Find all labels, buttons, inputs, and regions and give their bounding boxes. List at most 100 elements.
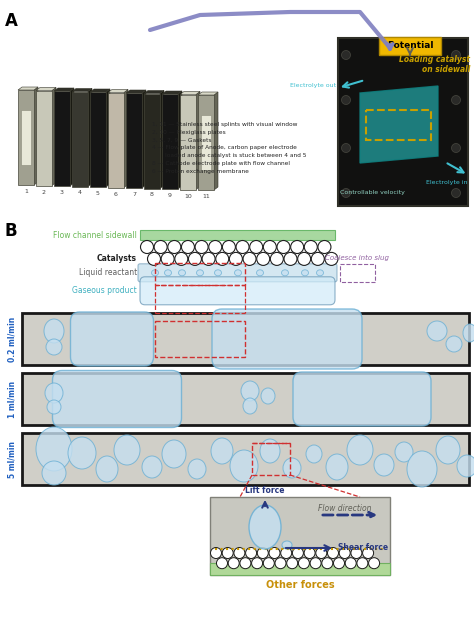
Ellipse shape bbox=[345, 558, 356, 569]
Polygon shape bbox=[126, 90, 146, 93]
Polygon shape bbox=[162, 91, 182, 94]
Ellipse shape bbox=[45, 383, 63, 403]
Ellipse shape bbox=[317, 270, 323, 276]
Ellipse shape bbox=[452, 50, 461, 60]
Text: 10: 10 bbox=[184, 194, 192, 199]
Text: 2: 2 bbox=[42, 189, 46, 194]
Ellipse shape bbox=[222, 547, 233, 559]
Ellipse shape bbox=[287, 558, 298, 569]
Ellipse shape bbox=[275, 558, 286, 569]
Bar bbox=[22, 313, 469, 365]
Polygon shape bbox=[34, 87, 38, 185]
Ellipse shape bbox=[209, 240, 222, 253]
Ellipse shape bbox=[235, 270, 241, 276]
FancyBboxPatch shape bbox=[140, 277, 335, 305]
Ellipse shape bbox=[202, 252, 215, 265]
Ellipse shape bbox=[457, 455, 474, 477]
Text: 8: 8 bbox=[150, 192, 154, 198]
Polygon shape bbox=[162, 94, 178, 189]
Ellipse shape bbox=[179, 270, 185, 276]
Polygon shape bbox=[36, 91, 52, 186]
Ellipse shape bbox=[164, 270, 172, 276]
Text: Electrolyte in: Electrolyte in bbox=[427, 180, 468, 185]
Ellipse shape bbox=[215, 270, 221, 276]
Polygon shape bbox=[88, 89, 92, 187]
Text: Shear force: Shear force bbox=[338, 543, 388, 552]
Bar bbox=[252, 443, 290, 475]
Text: Controllable velocity: Controllable velocity bbox=[340, 190, 405, 195]
Polygon shape bbox=[54, 88, 74, 91]
Text: 11: 11 bbox=[202, 194, 210, 199]
Text: Liquid reactant: Liquid reactant bbox=[79, 269, 137, 277]
Ellipse shape bbox=[281, 547, 292, 559]
Ellipse shape bbox=[264, 240, 276, 253]
Ellipse shape bbox=[277, 240, 290, 253]
Ellipse shape bbox=[114, 435, 140, 465]
Ellipse shape bbox=[282, 541, 292, 549]
Ellipse shape bbox=[216, 252, 229, 265]
Text: B: B bbox=[5, 222, 18, 240]
Text: Flow channel sidewall: Flow channel sidewall bbox=[53, 230, 137, 240]
Polygon shape bbox=[72, 91, 88, 187]
Text: Electrolyte out: Electrolyte out bbox=[290, 82, 336, 87]
Ellipse shape bbox=[46, 339, 62, 355]
FancyBboxPatch shape bbox=[138, 264, 337, 282]
Polygon shape bbox=[36, 87, 56, 91]
Ellipse shape bbox=[241, 381, 259, 401]
Ellipse shape bbox=[260, 439, 280, 463]
Text: 7: 7 bbox=[132, 192, 136, 197]
FancyBboxPatch shape bbox=[212, 309, 362, 369]
Text: 9: 9 bbox=[168, 193, 172, 198]
Ellipse shape bbox=[452, 143, 461, 152]
Polygon shape bbox=[142, 90, 146, 188]
Ellipse shape bbox=[217, 558, 228, 569]
FancyBboxPatch shape bbox=[53, 370, 182, 428]
Text: 3: 3 bbox=[60, 190, 64, 195]
Ellipse shape bbox=[284, 252, 297, 265]
Polygon shape bbox=[180, 94, 196, 189]
FancyBboxPatch shape bbox=[293, 372, 431, 426]
Ellipse shape bbox=[236, 240, 249, 253]
Bar bbox=[155, 321, 245, 357]
Ellipse shape bbox=[341, 189, 350, 198]
Polygon shape bbox=[124, 89, 128, 187]
Ellipse shape bbox=[222, 240, 236, 253]
Ellipse shape bbox=[407, 451, 437, 487]
Bar bbox=[22, 373, 469, 425]
Ellipse shape bbox=[347, 435, 373, 465]
Ellipse shape bbox=[357, 558, 368, 569]
Ellipse shape bbox=[322, 558, 333, 569]
FancyBboxPatch shape bbox=[71, 312, 154, 366]
Ellipse shape bbox=[257, 252, 270, 265]
Ellipse shape bbox=[142, 456, 162, 478]
Polygon shape bbox=[54, 91, 70, 186]
Text: Other forces: Other forces bbox=[266, 580, 334, 590]
Polygon shape bbox=[198, 95, 214, 190]
Polygon shape bbox=[70, 88, 74, 186]
Text: 1, 11 — Stainless steel splints with visual window
2, 10 — Plexiglass plates
3, : 1, 11 — Stainless steel splints with vis… bbox=[152, 122, 307, 174]
Text: 1 ml/min: 1 ml/min bbox=[8, 381, 17, 418]
Ellipse shape bbox=[304, 240, 317, 253]
Polygon shape bbox=[90, 92, 106, 187]
Polygon shape bbox=[90, 89, 110, 92]
Polygon shape bbox=[52, 87, 56, 186]
Bar bbox=[21, 110, 31, 165]
Ellipse shape bbox=[369, 558, 380, 569]
Ellipse shape bbox=[44, 319, 64, 343]
Bar bbox=[22, 433, 469, 485]
Ellipse shape bbox=[299, 558, 310, 569]
Bar bbox=[210, 497, 390, 575]
Ellipse shape bbox=[395, 442, 413, 462]
Ellipse shape bbox=[188, 459, 206, 479]
Ellipse shape bbox=[341, 96, 350, 104]
Ellipse shape bbox=[234, 547, 245, 559]
Polygon shape bbox=[196, 91, 200, 189]
Ellipse shape bbox=[168, 240, 181, 253]
Polygon shape bbox=[18, 87, 38, 90]
Ellipse shape bbox=[229, 252, 242, 265]
Ellipse shape bbox=[363, 547, 374, 559]
Ellipse shape bbox=[230, 450, 258, 482]
Text: Lift force: Lift force bbox=[245, 486, 285, 495]
Polygon shape bbox=[360, 86, 438, 163]
Ellipse shape bbox=[301, 270, 309, 276]
